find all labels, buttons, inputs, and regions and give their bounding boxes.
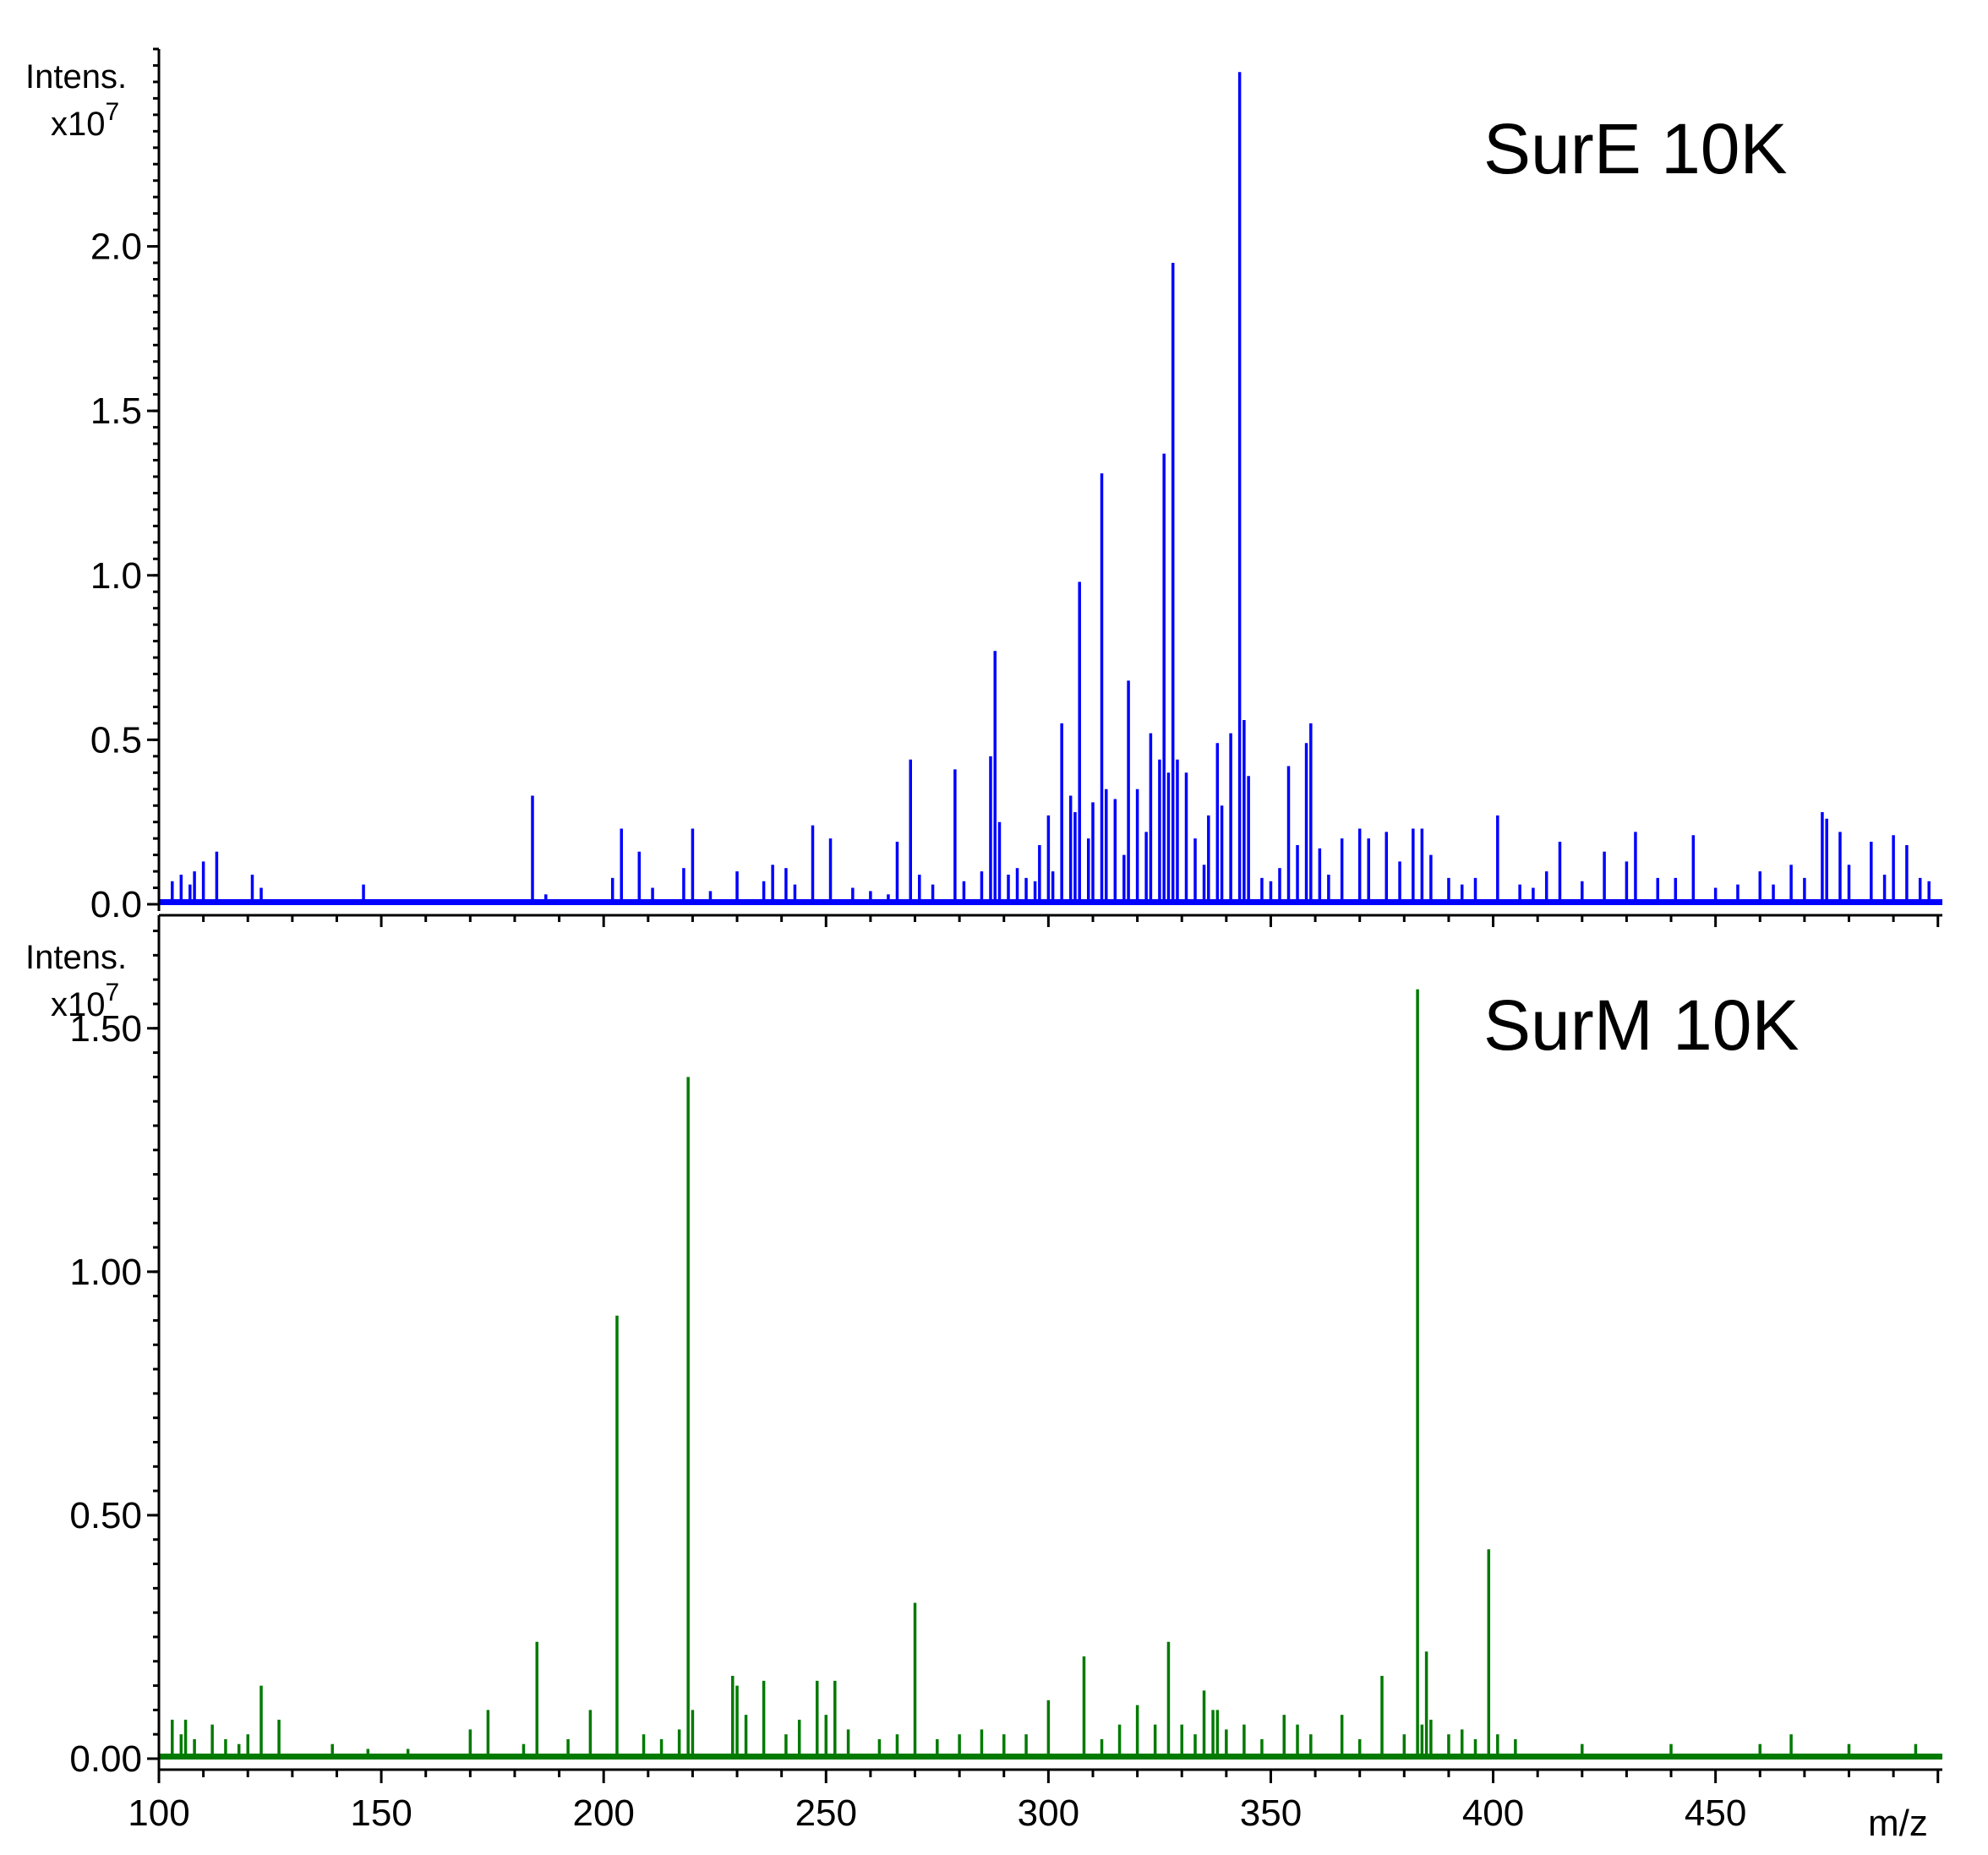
- y-tick-label: 1.5: [90, 390, 142, 432]
- surm-panel-title: SurM 10K: [1483, 985, 1800, 1065]
- sure-y-multiplier: x107: [51, 98, 119, 143]
- sure-spectrum-panel: 0.0 0.5 1.0 1.5 2.0 Intens. x107 SurE 10K: [25, 47, 1942, 925]
- surm-y-multiplier: x107: [51, 979, 119, 1023]
- surm-peaks: [171, 989, 1918, 1759]
- x-axis-label: m/z: [1868, 1803, 1928, 1844]
- x-tick-label: 100: [128, 1792, 189, 1834]
- y-tick-label: 0.50: [69, 1495, 142, 1536]
- sure-noise-floor: [159, 899, 1942, 905]
- y-tick-label: 0.0: [90, 884, 142, 925]
- x-tick-label: 150: [350, 1792, 412, 1834]
- y-tick-label: 0.5: [90, 719, 142, 761]
- sure-peaks: [171, 72, 1931, 904]
- surm-y-ticks: 0.00 0.50 1.00 1.50: [69, 930, 159, 1780]
- noise-floor-band: [159, 1754, 1942, 1760]
- y-tick-label: 2.0: [90, 226, 142, 268]
- x-tick-label: 350: [1240, 1792, 1302, 1834]
- y-tick-label: 1.0: [90, 555, 142, 597]
- surm-y-axis-label: Intens.: [25, 939, 127, 976]
- x-tick-label: 450: [1685, 1792, 1746, 1834]
- panel-divider-ticks: [157, 915, 1940, 927]
- x-tick-label: 250: [795, 1792, 857, 1834]
- surm-noise-floor: [159, 1754, 1942, 1760]
- noise-floor-band: [159, 899, 1942, 905]
- y-tick-label: 1.50: [69, 1008, 142, 1050]
- sure-panel-title: SurE 10K: [1483, 109, 1788, 188]
- x-tick-label: 300: [1018, 1792, 1079, 1834]
- surm-spectrum-panel: 0.00 0.50 1.00 1.50 100 150 200 250 300 350 400 45…: [25, 921, 1942, 1844]
- x-tick-label: 200: [572, 1792, 634, 1834]
- x-ticks: 100 150 200 250 300 350 400 450: [128, 1770, 1940, 1834]
- sure-y-axis-label: Intens.: [25, 58, 127, 95]
- y-tick-label: 1.00: [69, 1252, 142, 1293]
- x-tick-label: 400: [1462, 1792, 1524, 1834]
- sure-y-ticks: 0.0 0.5 1.0 1.5 2.0: [90, 47, 159, 925]
- y-tick-label: 0.00: [69, 1738, 142, 1780]
